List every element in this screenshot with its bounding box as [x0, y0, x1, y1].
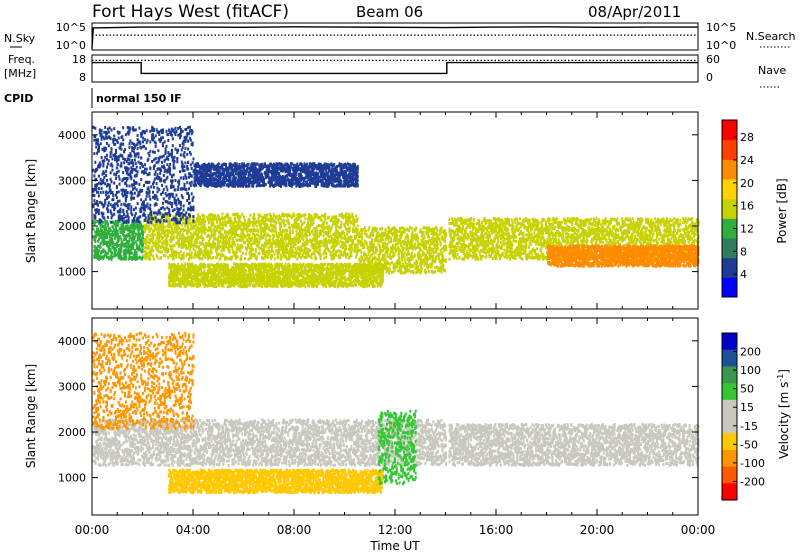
vel-ylabel: Slant Range [km] [24, 364, 38, 468]
vel-scatter-region [168, 469, 384, 495]
power-cbar-tick: 12 [740, 222, 754, 235]
freq-tick-top: 18 [72, 53, 86, 66]
power-ytick-label: 3000 [58, 174, 86, 187]
time-tick-label: 00:00 [75, 523, 110, 537]
power-scatter-region [547, 244, 700, 267]
power-cbar-tick: 16 [740, 200, 754, 213]
vel-cbar-tick: -200 [740, 475, 765, 488]
power-scatter-region [93, 219, 145, 261]
cpid-mode: normal 150 IF [96, 92, 182, 105]
vel-cbar-tick: 100 [740, 364, 761, 377]
date-title: 08/Apr/2011 [588, 3, 681, 21]
power-scatter-region [168, 263, 384, 289]
freq-label-2: [MHz] [4, 67, 36, 80]
vel-cbar-tick: 15 [740, 401, 754, 414]
power-cbar-tick: 24 [740, 154, 754, 167]
time-tick-label: 20:00 [580, 523, 615, 537]
vel-cbar-tick: -100 [740, 457, 765, 470]
vel-cbar-label: Velocity [m s-1] [776, 369, 791, 459]
cpid-label: CPID [4, 92, 33, 105]
vel-cbar-tick: -15 [740, 420, 758, 433]
velocity-panel: 1000 2000 3000 4000 Slant Range [km] 200 100… [24, 318, 791, 515]
nsearch-label: N.Search [746, 30, 796, 43]
vel-scatter-region [449, 423, 700, 467]
beam-title: Beam 06 [356, 3, 423, 21]
vel-cbar-tick: -50 [740, 438, 758, 451]
nsky-series-0 [92, 27, 698, 49]
vel-scatter-region [93, 332, 195, 431]
time-tick-label: 04:00 [176, 523, 211, 537]
freq-series-0 [92, 63, 698, 74]
power-scatter-region [93, 126, 195, 225]
power-ytick-label: 1000 [58, 266, 86, 279]
power-cbar-tick: 28 [740, 131, 754, 144]
nsearch-tick-top: 10^5 [706, 21, 736, 34]
freq-label-1: Freq. [8, 53, 35, 66]
nsky-tick-top: 10^5 [56, 21, 86, 34]
freq-tick-bottom: 8 [79, 71, 86, 84]
radar-summary-plot: Fort Hays West (fitACF) Beam 06 08/Apr/2… [0, 0, 800, 554]
nsky-label: N.Sky [4, 32, 36, 45]
vel-ytick-label: 3000 [58, 380, 86, 393]
power-ylabel: Slant Range [km] [24, 159, 38, 263]
power-cbar-tick: 8 [740, 245, 747, 258]
vel-ytick-label: 1000 [58, 472, 86, 485]
power-ytick-label: 4000 [58, 129, 86, 142]
power-ytick-label: 2000 [58, 220, 86, 233]
vel-cbar-tick: 50 [740, 383, 754, 396]
nave-tick-bottom: 0 [706, 71, 713, 84]
station-title: Fort Hays West (fitACF) [92, 2, 289, 22]
vel-cbar-tick: 200 [740, 346, 761, 359]
time-tick-label: 16:00 [479, 523, 514, 537]
time-axis-label: Time UT [369, 539, 420, 553]
power-cbar-tick: 4 [740, 268, 747, 281]
vel-ytick-label: 4000 [58, 335, 86, 348]
time-tick-label: 00:00 [681, 523, 716, 537]
power-cbar-label: Power [dB] [775, 178, 789, 243]
power-cbar-tick: 20 [740, 177, 754, 190]
nave-label: Nave [758, 64, 786, 77]
nsearch-tick-bottom: 10^0 [706, 39, 736, 52]
nsky-panel: N.Sky 10^5 10^0 10^5 10^0 N.Search [4, 21, 796, 52]
time-tick-label: 12:00 [378, 523, 413, 537]
power-panel: 1000 2000 3000 4000 Slant Range [km] 4 8 12 16… [24, 112, 789, 309]
nave-tick-top: 60 [706, 53, 720, 66]
nsky-tick-bottom: 10^0 [56, 39, 86, 52]
cpid-panel: CPID normal 150 IF [4, 88, 182, 108]
vel-ytick-label: 2000 [58, 426, 86, 439]
freq-panel: Freq. [MHz] 18 8 60 0 Nave [4, 53, 786, 87]
time-tick-label: 08:00 [277, 523, 312, 537]
power-scatter-region [194, 162, 359, 188]
